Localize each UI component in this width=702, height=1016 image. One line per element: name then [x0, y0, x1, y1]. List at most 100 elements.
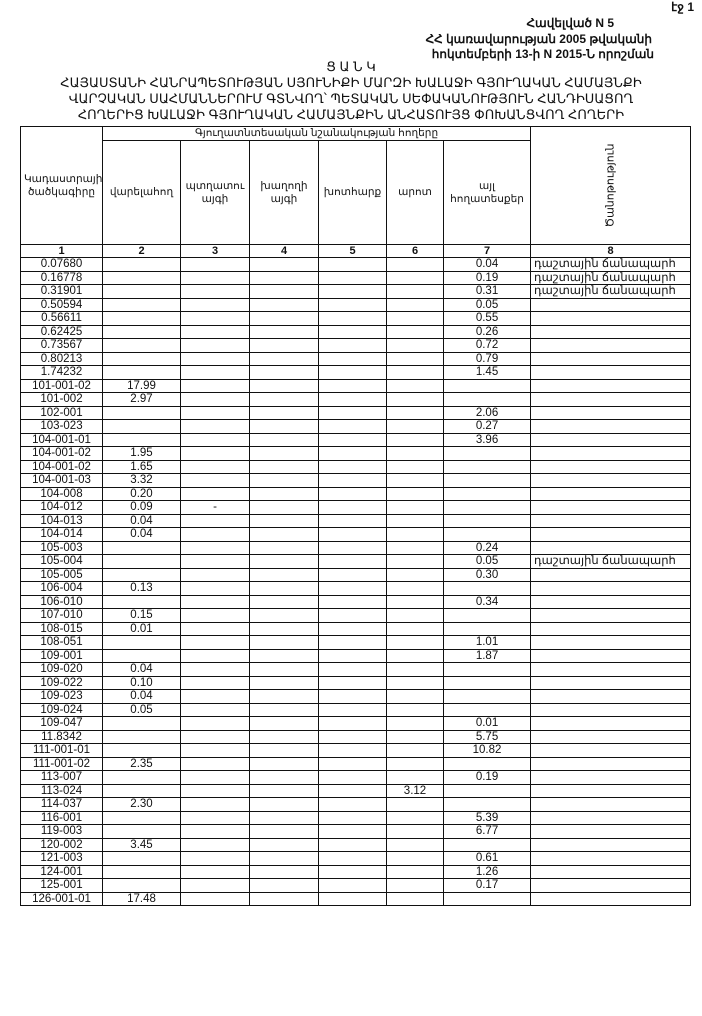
- cell-cadastral-code: 11.8342: [20, 729, 103, 744]
- cell-vineyard: [249, 810, 319, 825]
- cell-orchard: [180, 392, 250, 407]
- cell-vineyard: [249, 446, 319, 461]
- cell-cadastral-code: 104-001-01: [20, 432, 103, 447]
- cell-hayfield: [318, 824, 387, 839]
- cell-other-land: [442, 446, 532, 461]
- cell-cadastral-code: 111-001-02: [20, 756, 103, 771]
- cell-orchard: [180, 540, 250, 555]
- cell-other-land: 0.30: [442, 567, 532, 582]
- cell-arable: [102, 405, 181, 420]
- cell-note: [530, 824, 692, 839]
- cell-cadastral-code: 108-015: [20, 621, 103, 636]
- cell-orchard: [180, 675, 250, 690]
- table-row: 111-001-02 2.35: [20, 756, 692, 771]
- table-row: 109-020 0.04: [20, 662, 692, 677]
- cell-vineyard: [249, 554, 319, 569]
- page-number: էջ 1: [671, 0, 694, 14]
- cell-note: [530, 729, 692, 744]
- cell-hayfield: [318, 594, 387, 609]
- cell-orchard: [180, 473, 250, 488]
- cell-arable: 0.04: [102, 527, 181, 542]
- cell-pasture: [386, 527, 444, 542]
- table-row: 0.16778 0.19 դաշտային ճանապարհ: [20, 270, 692, 285]
- cell-pasture: [386, 405, 444, 420]
- cell-other-land: [442, 392, 532, 407]
- column-number: 1: [20, 244, 103, 258]
- cell-pasture: [386, 446, 444, 461]
- cell-vineyard: [249, 635, 319, 650]
- cell-other-land: 0.27: [442, 419, 532, 434]
- cell-pasture: [386, 824, 444, 839]
- cell-arable: 0.09: [102, 500, 181, 515]
- table-row: 0.73567 0.72: [20, 338, 692, 353]
- cell-hayfield: [318, 581, 387, 596]
- cell-pasture: 3.12: [386, 783, 444, 798]
- cell-hayfield: [318, 486, 387, 501]
- cell-arable: [102, 635, 181, 650]
- cell-other-land: 0.61: [442, 851, 532, 866]
- table-row: 0.07680 0.04 դաշտային ճանապարհ: [20, 257, 692, 272]
- cell-orchard: [180, 257, 250, 272]
- cell-vineyard: [249, 486, 319, 501]
- cell-other-land: [442, 473, 532, 488]
- cell-pasture: [386, 689, 444, 704]
- cell-vineyard: [249, 702, 319, 717]
- cell-hayfield: [318, 473, 387, 488]
- cell-cadastral-code: 116-001: [20, 810, 103, 825]
- cell-other-land: 0.05: [442, 554, 532, 569]
- column-header-other-land: այլ հողատեսքեր: [442, 140, 532, 245]
- cell-note: [530, 540, 692, 555]
- cell-other-land: 0.26: [442, 324, 532, 339]
- cell-pasture: [386, 378, 444, 393]
- cell-cadastral-code: 0.80213: [20, 351, 103, 366]
- cell-other-land: 5.75: [442, 729, 532, 744]
- cell-vineyard: [249, 675, 319, 690]
- cell-arable: 0.10: [102, 675, 181, 690]
- column-header-pasture: արոտ: [386, 140, 444, 245]
- cell-other-land: 0.55: [442, 311, 532, 326]
- cell-hayfield: [318, 338, 387, 353]
- cell-pasture: [386, 419, 444, 434]
- cell-orchard: [180, 756, 250, 771]
- cell-note: [530, 648, 692, 663]
- column-header-arable: վարելահող: [102, 140, 181, 245]
- cell-arable: [102, 716, 181, 731]
- cell-pasture: [386, 459, 444, 474]
- cell-orchard: [180, 594, 250, 609]
- column-number: 7: [442, 244, 532, 258]
- cell-note: [530, 567, 692, 582]
- table-row: 109-047 0.01: [20, 716, 692, 731]
- cell-hayfield: [318, 608, 387, 623]
- cell-cadastral-code: 0.56611: [20, 311, 103, 326]
- cell-arable: 0.01: [102, 621, 181, 636]
- cell-other-land: 10.82: [442, 743, 532, 758]
- cell-vineyard: [249, 513, 319, 528]
- column-number: 3: [180, 244, 250, 258]
- column-header-vineyard: խաղողի այգի: [249, 140, 319, 245]
- cell-vineyard: [249, 284, 319, 299]
- cell-hayfield: [318, 540, 387, 555]
- cell-pasture: [386, 837, 444, 852]
- cell-cadastral-code: 109-047: [20, 716, 103, 731]
- cell-pasture: [386, 621, 444, 636]
- table-row: 11.8342 5.75: [20, 729, 692, 744]
- cell-arable: [102, 324, 181, 339]
- column-number: 4: [249, 244, 319, 258]
- cell-other-land: 1.26: [442, 864, 532, 879]
- cell-other-land: [442, 459, 532, 474]
- cell-note: դաշտային ճանապարհ: [530, 270, 692, 285]
- cell-orchard: [180, 783, 250, 798]
- cell-hayfield: [318, 297, 387, 312]
- cell-orchard: [180, 837, 250, 852]
- cell-note: [530, 635, 692, 650]
- cell-orchard: [180, 378, 250, 393]
- cell-cadastral-code: 105-005: [20, 567, 103, 582]
- cell-note: [530, 405, 692, 420]
- cell-pasture: [386, 648, 444, 663]
- cell-orchard: [180, 554, 250, 569]
- cell-pasture: [386, 351, 444, 366]
- cell-cadastral-code: 109-020: [20, 662, 103, 677]
- cell-orchard: [180, 486, 250, 501]
- cell-other-land: [442, 797, 532, 812]
- cell-other-land: 5.39: [442, 810, 532, 825]
